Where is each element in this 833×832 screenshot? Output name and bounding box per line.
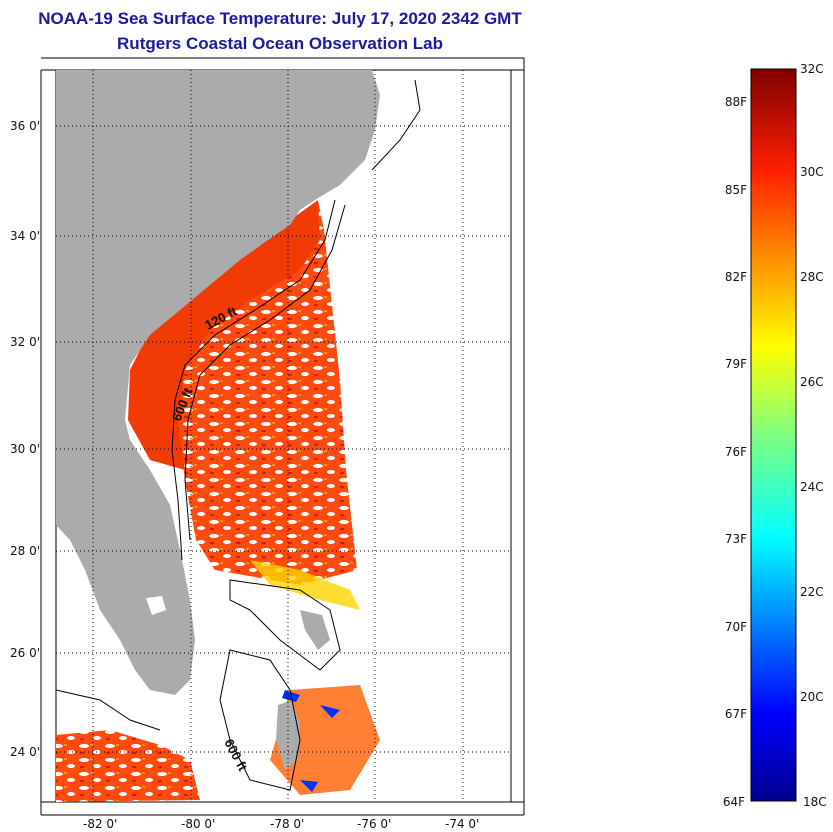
cb-fahrenheit-label: 76F: [725, 445, 747, 459]
cb-celsius-label: 32C: [800, 62, 824, 76]
cb-celsius-label: 26C: [800, 375, 824, 389]
lat-tick-label: 30 0': [10, 442, 40, 456]
lat-axis-labels: 36 0' 34 0' 32 0' 30 0' 28 0' 26 0' 24 0…: [10, 119, 40, 759]
lon-tick-label: -82 0': [83, 817, 117, 831]
sst-coastal-band: [128, 200, 320, 470]
cb-fahrenheit-label: 70F: [725, 620, 747, 634]
map-title: NOAA-19 Sea Surface Temperature: July 17…: [38, 9, 522, 28]
cb-fahrenheit-label: 79F: [725, 357, 747, 371]
lon-axis-labels: -82 0' -80 0' -78 0' -76 0' -74 0': [83, 817, 479, 831]
colorbar: 32C 30C 28C 26C 24C 22C 20C 18C 88F 85F …: [723, 62, 827, 809]
lat-tick-label: 36 0': [10, 119, 40, 133]
land-mainland: [56, 70, 380, 695]
cb-fahrenheit-label: 88F: [725, 95, 747, 109]
lon-tick-label: -80 0': [181, 817, 215, 831]
cb-celsius-label: 18C: [803, 795, 827, 809]
cb-fahrenheit-label: 67F: [725, 707, 747, 721]
lat-tick-label: 28 0': [10, 544, 40, 558]
bathymetry-contours: [56, 79, 421, 791]
lat-tick-label: 26 0': [10, 646, 40, 660]
lat-tick-label: 34 0': [10, 229, 40, 243]
lake-okeechobee: [146, 596, 166, 615]
lon-tick-label: -78 0': [270, 817, 304, 831]
lon-tick-label: -76 0': [357, 817, 391, 831]
sst-swath: [178, 200, 357, 585]
map-subtitle: Rutgers Coastal Ocean Observation Lab: [117, 34, 443, 53]
lon-tick-label: -74 0': [445, 817, 479, 831]
colorbar-fahrenheit-labels: 88F 85F 82F 79F 76F 73F 70F 67F 64F: [723, 95, 747, 809]
axis-ticks: [40, 57, 525, 816]
colorbar-celsius-labels: 32C 30C 28C 26C 24C 22C 20C 18C: [800, 62, 827, 809]
cb-fahrenheit-label: 64F: [723, 795, 745, 809]
sst-south-patch: [56, 730, 200, 802]
cb-fahrenheit-label: 73F: [725, 532, 747, 546]
cb-celsius-label: 28C: [800, 270, 824, 284]
cb-celsius-label: 22C: [800, 585, 824, 599]
sst-cool-streak: [250, 560, 360, 610]
cb-celsius-label: 30C: [800, 165, 824, 179]
sst-bahamas-patch: [270, 685, 380, 795]
map-plot-area: 120 ft 600 ft 600 ft 36 0' 34 0' 32 0' 3…: [10, 57, 525, 831]
cb-celsius-label: 24C: [800, 480, 824, 494]
cb-fahrenheit-label: 85F: [725, 183, 747, 197]
colorbar-gradient: [750, 68, 797, 802]
land-grand-bahama: [300, 610, 330, 650]
lat-tick-label: 32 0': [10, 335, 40, 349]
cb-celsius-label: 20C: [800, 690, 824, 704]
lat-tick-label: 24 0': [10, 745, 40, 759]
cb-fahrenheit-label: 82F: [725, 270, 747, 284]
